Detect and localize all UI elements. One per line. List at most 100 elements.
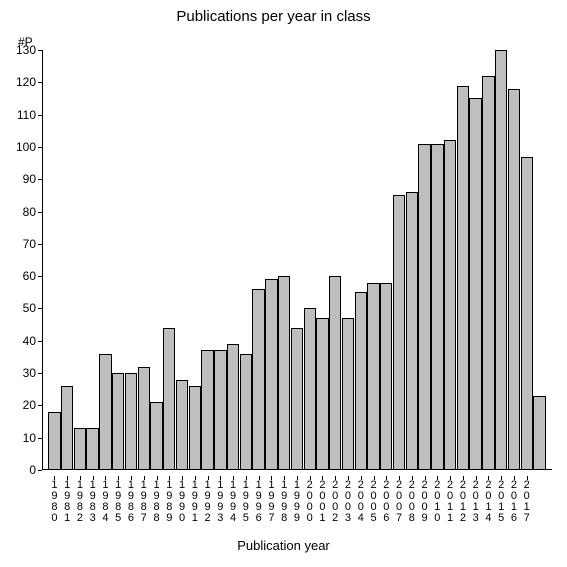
- x-tick-label: 2004: [354, 470, 367, 524]
- x-tick-mark: [297, 476, 298, 480]
- bar: [240, 354, 252, 470]
- x-tick-mark: [271, 476, 272, 480]
- y-tick-label: 80: [23, 205, 36, 219]
- x-tick-label: 2013: [469, 470, 482, 524]
- x-tick-mark: [105, 476, 106, 480]
- bar: [291, 328, 303, 470]
- x-tick-mark: [157, 476, 158, 480]
- bar: [227, 344, 239, 470]
- bar: [316, 318, 328, 470]
- x-tick-mark: [386, 476, 387, 480]
- x-tick-label: 2009: [418, 470, 431, 524]
- x-tick-label: 1980: [48, 470, 61, 524]
- x-tick-mark: [514, 476, 515, 480]
- x-tick-label: 1985: [112, 470, 125, 524]
- x-tick-mark: [412, 476, 413, 480]
- bar: [265, 279, 277, 470]
- x-tick-mark: [310, 476, 311, 480]
- x-tick-mark: [284, 476, 285, 480]
- bar: [99, 354, 111, 470]
- bar: [278, 276, 290, 470]
- x-tick-mark: [67, 476, 68, 480]
- x-tick-mark: [463, 476, 464, 480]
- bar: [138, 367, 150, 470]
- x-tick-label: 2000: [303, 470, 316, 524]
- y-tick-label: 10: [23, 431, 36, 445]
- x-tick-label: 2006: [380, 470, 393, 524]
- x-tick-label: 1996: [252, 470, 265, 524]
- bar: [61, 386, 73, 470]
- bar: [86, 428, 98, 470]
- y-tick: [38, 405, 42, 406]
- x-tick-mark: [488, 476, 489, 480]
- x-tick-label: 2010: [431, 470, 444, 524]
- bar: [176, 380, 188, 470]
- y-tick: [38, 438, 42, 439]
- x-tick-label: 1983: [86, 470, 99, 524]
- bar: [444, 140, 456, 470]
- y-tick-label: 70: [23, 237, 36, 251]
- x-tick-mark: [399, 476, 400, 480]
- bar: [355, 292, 367, 470]
- y-tick-label: 120: [16, 75, 36, 89]
- x-tick-label: 1993: [214, 470, 227, 524]
- x-tick-label: 1995: [239, 470, 252, 524]
- bar: [214, 350, 226, 470]
- bar: [431, 144, 443, 470]
- y-tick: [38, 308, 42, 309]
- x-tick-label: 2003: [342, 470, 355, 524]
- y-tick: [38, 373, 42, 374]
- x-ticks-group: 1980198119821983198419851986198719881989…: [48, 470, 546, 524]
- y-axis: [42, 50, 43, 470]
- x-tick-label: 2002: [329, 470, 342, 524]
- x-tick-mark: [348, 476, 349, 480]
- x-tick-mark: [450, 476, 451, 480]
- x-tick-label: 1989: [163, 470, 176, 524]
- x-tick-mark: [361, 476, 362, 480]
- y-tick-label: 20: [23, 398, 36, 412]
- x-tick-mark: [144, 476, 145, 480]
- y-tick: [38, 276, 42, 277]
- bar: [380, 283, 392, 470]
- x-tick-mark: [182, 476, 183, 480]
- bar: [406, 192, 418, 470]
- x-tick-label: 1986: [125, 470, 138, 524]
- x-tick-mark: [322, 476, 323, 480]
- x-tick-mark: [93, 476, 94, 480]
- x-tick-label: 1991: [188, 470, 201, 524]
- bar: [74, 428, 86, 470]
- x-tick-mark: [54, 476, 55, 480]
- bar: [393, 195, 405, 470]
- x-tick-label: 2016: [508, 470, 521, 524]
- x-tick-mark: [131, 476, 132, 480]
- x-tick-label: 2017: [520, 470, 533, 524]
- x-tick-mark: [118, 476, 119, 480]
- y-tick-label: 50: [23, 301, 36, 315]
- bar: [495, 50, 507, 470]
- bar: [508, 89, 520, 470]
- chart-title: Publications per year in class: [0, 8, 547, 25]
- x-tick-mark: [246, 476, 247, 480]
- y-tick: [38, 82, 42, 83]
- x-tick-label: 2008: [405, 470, 418, 524]
- x-tick-mark: [169, 476, 170, 480]
- bar: [329, 276, 341, 470]
- x-tick-label: 1981: [61, 470, 74, 524]
- x-tick-empty: [533, 470, 546, 524]
- y-tick: [38, 115, 42, 116]
- x-tick-mark: [335, 476, 336, 480]
- x-tick-mark: [195, 476, 196, 480]
- x-tick-label: 2015: [495, 470, 508, 524]
- y-tick: [38, 470, 42, 471]
- y-tick: [38, 50, 42, 51]
- y-tick-label: 40: [23, 334, 36, 348]
- x-tick-mark: [527, 476, 528, 480]
- chart-container: Publications per year in class #P 198019…: [0, 0, 567, 567]
- x-tick-label: 1994: [227, 470, 240, 524]
- x-tick-label: 1982: [74, 470, 87, 524]
- x-tick-mark: [259, 476, 260, 480]
- bar: [48, 412, 60, 470]
- x-tick-mark: [374, 476, 375, 480]
- y-tick: [38, 212, 42, 213]
- y-tick: [38, 341, 42, 342]
